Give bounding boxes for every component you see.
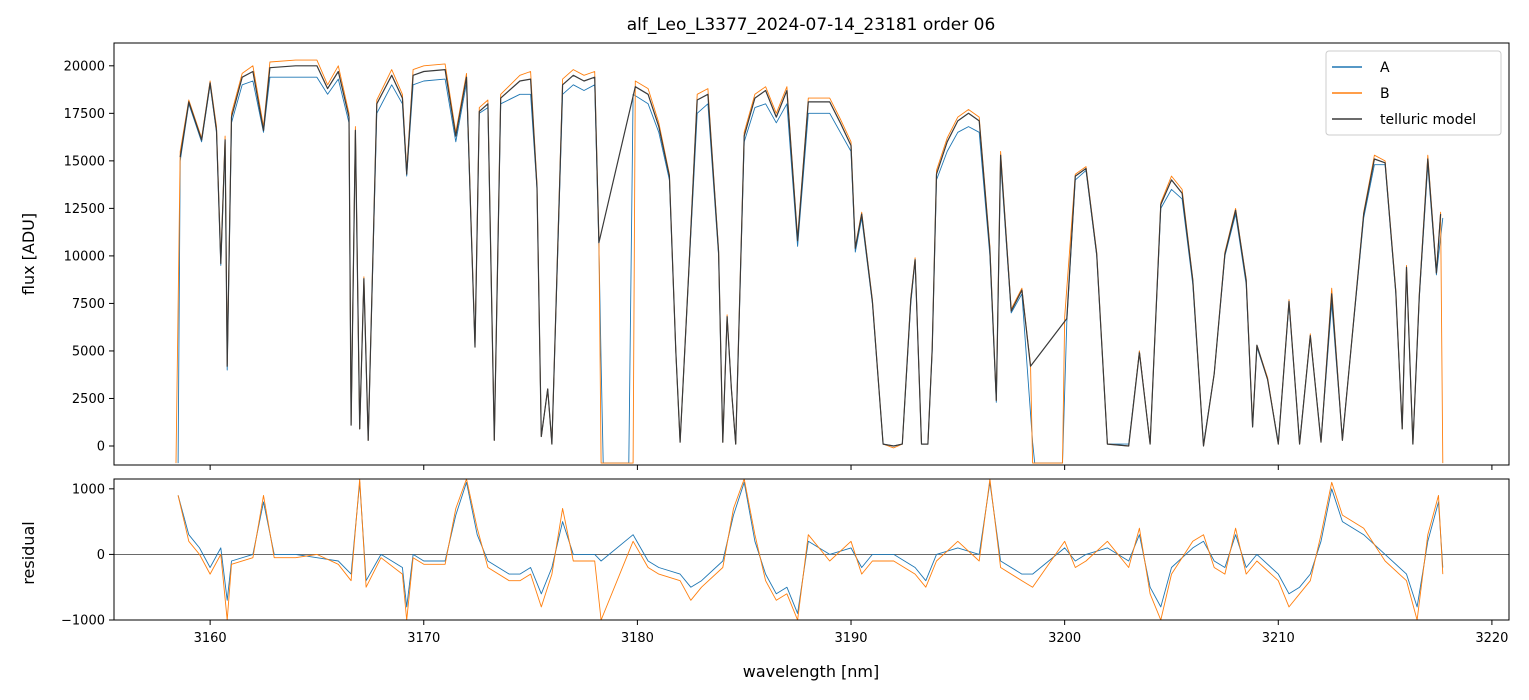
residual-ytick-label: 1000	[72, 482, 105, 497]
chart-title: alf_Leo_L3377_2024-07-14_23181 order 06	[627, 15, 996, 35]
flux-ytick-label: 17500	[64, 107, 105, 122]
legend: A B telluric model	[1325, 50, 1502, 136]
flux-ytick-label: 10000	[64, 249, 105, 264]
flux-ytick-label: 20000	[64, 59, 105, 74]
residual-xtick-label: 3180	[621, 631, 654, 646]
residual-axes-frame	[113, 478, 1510, 621]
flux-plot-area	[175, 59, 1444, 464]
residual-xtick-label: 3170	[407, 631, 440, 646]
flux-ytick-label: 5000	[72, 344, 105, 359]
legend-label-telluric: telluric model	[1380, 112, 1476, 128]
residual-ylabel: residual	[19, 521, 38, 584]
flux-series-telluric-model	[179, 65, 1442, 447]
flux-ytick-label: 15000	[64, 154, 105, 169]
flux-axes-frame	[113, 42, 1510, 466]
residual-xtick-label: 3190	[834, 631, 867, 646]
flux-ytick-label: 12500	[64, 202, 105, 217]
residual-series-b	[177, 479, 1444, 620]
flux-axis-ticks: 0 2500 5000 7500 10000 12500 15000 17500 20000	[64, 59, 1493, 470]
residual-xtick-label: 3220	[1475, 631, 1508, 646]
residual-ytick-label: 0	[97, 548, 105, 563]
legend-box	[1325, 50, 1502, 136]
residual-ytick-label: −1000	[61, 614, 105, 629]
flux-series-lines	[175, 59, 1444, 464]
flux-ylabel: flux [ADU]	[19, 213, 38, 295]
residual-xtick-label: 3200	[1048, 631, 1081, 646]
residual-axis-ticks: 3160 3170 3180 3190 3200 3210 3220 −1000 0 1000	[61, 482, 1508, 646]
flux-ytick-label: 0	[97, 439, 105, 454]
residual-panel: 3160 3170 3180 3190 3200 3210 3220 −1000 0 1000 r…	[19, 478, 1510, 681]
flux-panel: 0 2500 5000 7500 10000 12500 15000 17500 20000 f…	[19, 42, 1510, 470]
wavelength-xlabel: wavelength [nm]	[743, 662, 880, 681]
flux-ytick-label: 2500	[72, 392, 105, 407]
residual-xtick-label: 3210	[1262, 631, 1295, 646]
residual-xtick-label: 3160	[194, 631, 227, 646]
residual-plot-area	[114, 479, 1509, 620]
legend-label-a: A	[1380, 60, 1390, 76]
legend-label-b: B	[1380, 86, 1390, 102]
residual-series-lines	[114, 479, 1509, 620]
flux-ytick-label: 7500	[72, 297, 105, 312]
